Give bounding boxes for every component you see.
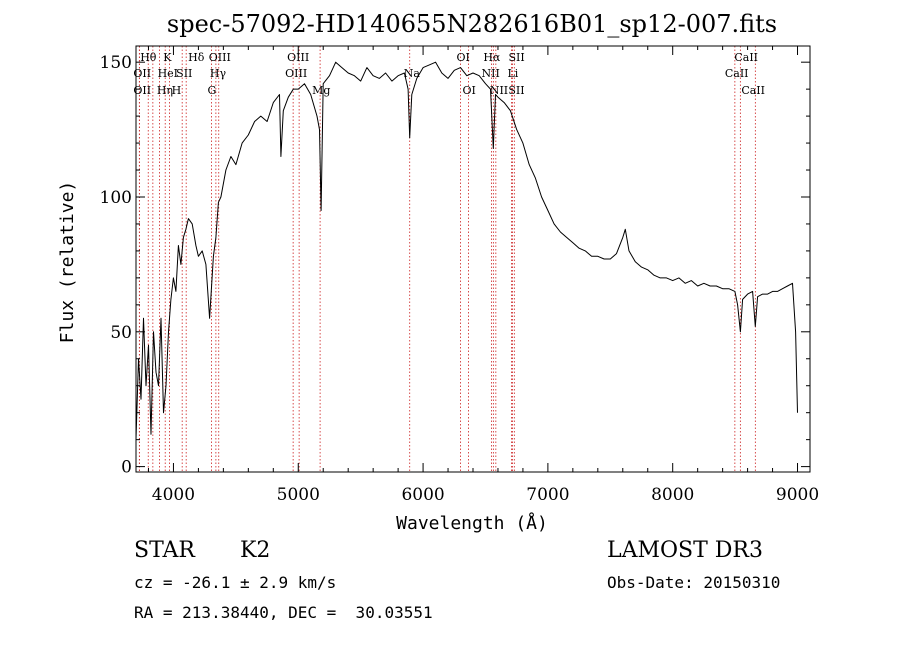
line-label-11: G xyxy=(208,84,217,97)
line-label-8: Hδ xyxy=(188,51,205,64)
line-label-2: OII xyxy=(133,84,151,97)
line-label-19: SII xyxy=(508,51,524,64)
obs-date: Obs-Date: 20150310 xyxy=(607,573,781,592)
series-group xyxy=(135,61,798,440)
object-type: STAR xyxy=(134,538,195,563)
line-label-0: Hθ xyxy=(140,51,157,64)
x-tick-label-2: 6000 xyxy=(401,485,444,505)
line-label-4: HeI xyxy=(158,67,178,80)
y-tick-label-1: 50 xyxy=(110,323,132,343)
line-label-16: OI xyxy=(457,51,470,64)
object-subclass: K2 xyxy=(240,538,271,563)
x-tick-label-3: 7000 xyxy=(526,485,569,505)
line-label-24: CaII xyxy=(734,51,758,64)
line-label-17: OI xyxy=(463,84,476,97)
line-label-21: Li xyxy=(507,67,518,80)
line-label-6: Hη xyxy=(157,84,173,97)
coordinates: RA = 213.38440, DEC = 30.03551 xyxy=(134,603,433,622)
line-label-7: H xyxy=(172,84,182,97)
line-label-10: Hγ xyxy=(210,67,227,80)
line-label-26: CaII xyxy=(741,84,765,97)
x-axis-label: Wavelength (Å) xyxy=(396,512,548,534)
axis-tick-labels: 4000 5000 6000 7000 8000 9000 0 50 100 150 xyxy=(100,53,820,505)
line-label-25: CaII xyxy=(725,67,749,80)
x-tick-label-5: 9000 xyxy=(776,485,819,505)
line-label-18: Hα xyxy=(483,51,501,64)
chart-title: spec-57092-HD140655N282616B01_sp12-007.f… xyxy=(167,10,777,38)
y-axis-label: Flux (relative) xyxy=(57,181,78,344)
axis-ticks xyxy=(136,46,810,472)
line-label-15: Na xyxy=(404,67,421,80)
line-label-23: SII xyxy=(508,84,524,97)
x-tick-label-1: 5000 xyxy=(277,485,320,505)
y-tick-label-0: 0 xyxy=(121,458,132,478)
spectrum-line-0 xyxy=(135,61,798,440)
x-tick-label-4: 8000 xyxy=(651,485,694,505)
spectrum-chart: spec-57092-HD140655N282616B01_sp12-007.f… xyxy=(57,10,820,534)
line-label-1: OII xyxy=(133,67,151,80)
line-label-20: NII xyxy=(481,67,499,80)
y-tick-label-3: 150 xyxy=(100,53,132,73)
line-label-3: K xyxy=(163,51,172,64)
line-label-13: OIII xyxy=(285,67,307,80)
line-label-22: NII xyxy=(490,84,508,97)
line-label-9: OIII xyxy=(209,51,231,64)
line-label-14: Mg xyxy=(312,84,330,97)
line-label-12: OIII xyxy=(287,51,309,64)
cz-value: cz = -26.1 ± 2.9 km/s xyxy=(134,573,337,592)
x-tick-label-0: 4000 xyxy=(152,485,195,505)
line-markers xyxy=(138,46,756,472)
y-tick-label-2: 100 xyxy=(100,188,132,208)
line-label-5: SII xyxy=(176,67,192,80)
plot-frame xyxy=(135,45,811,473)
survey-name: LAMOST DR3 xyxy=(607,538,763,563)
